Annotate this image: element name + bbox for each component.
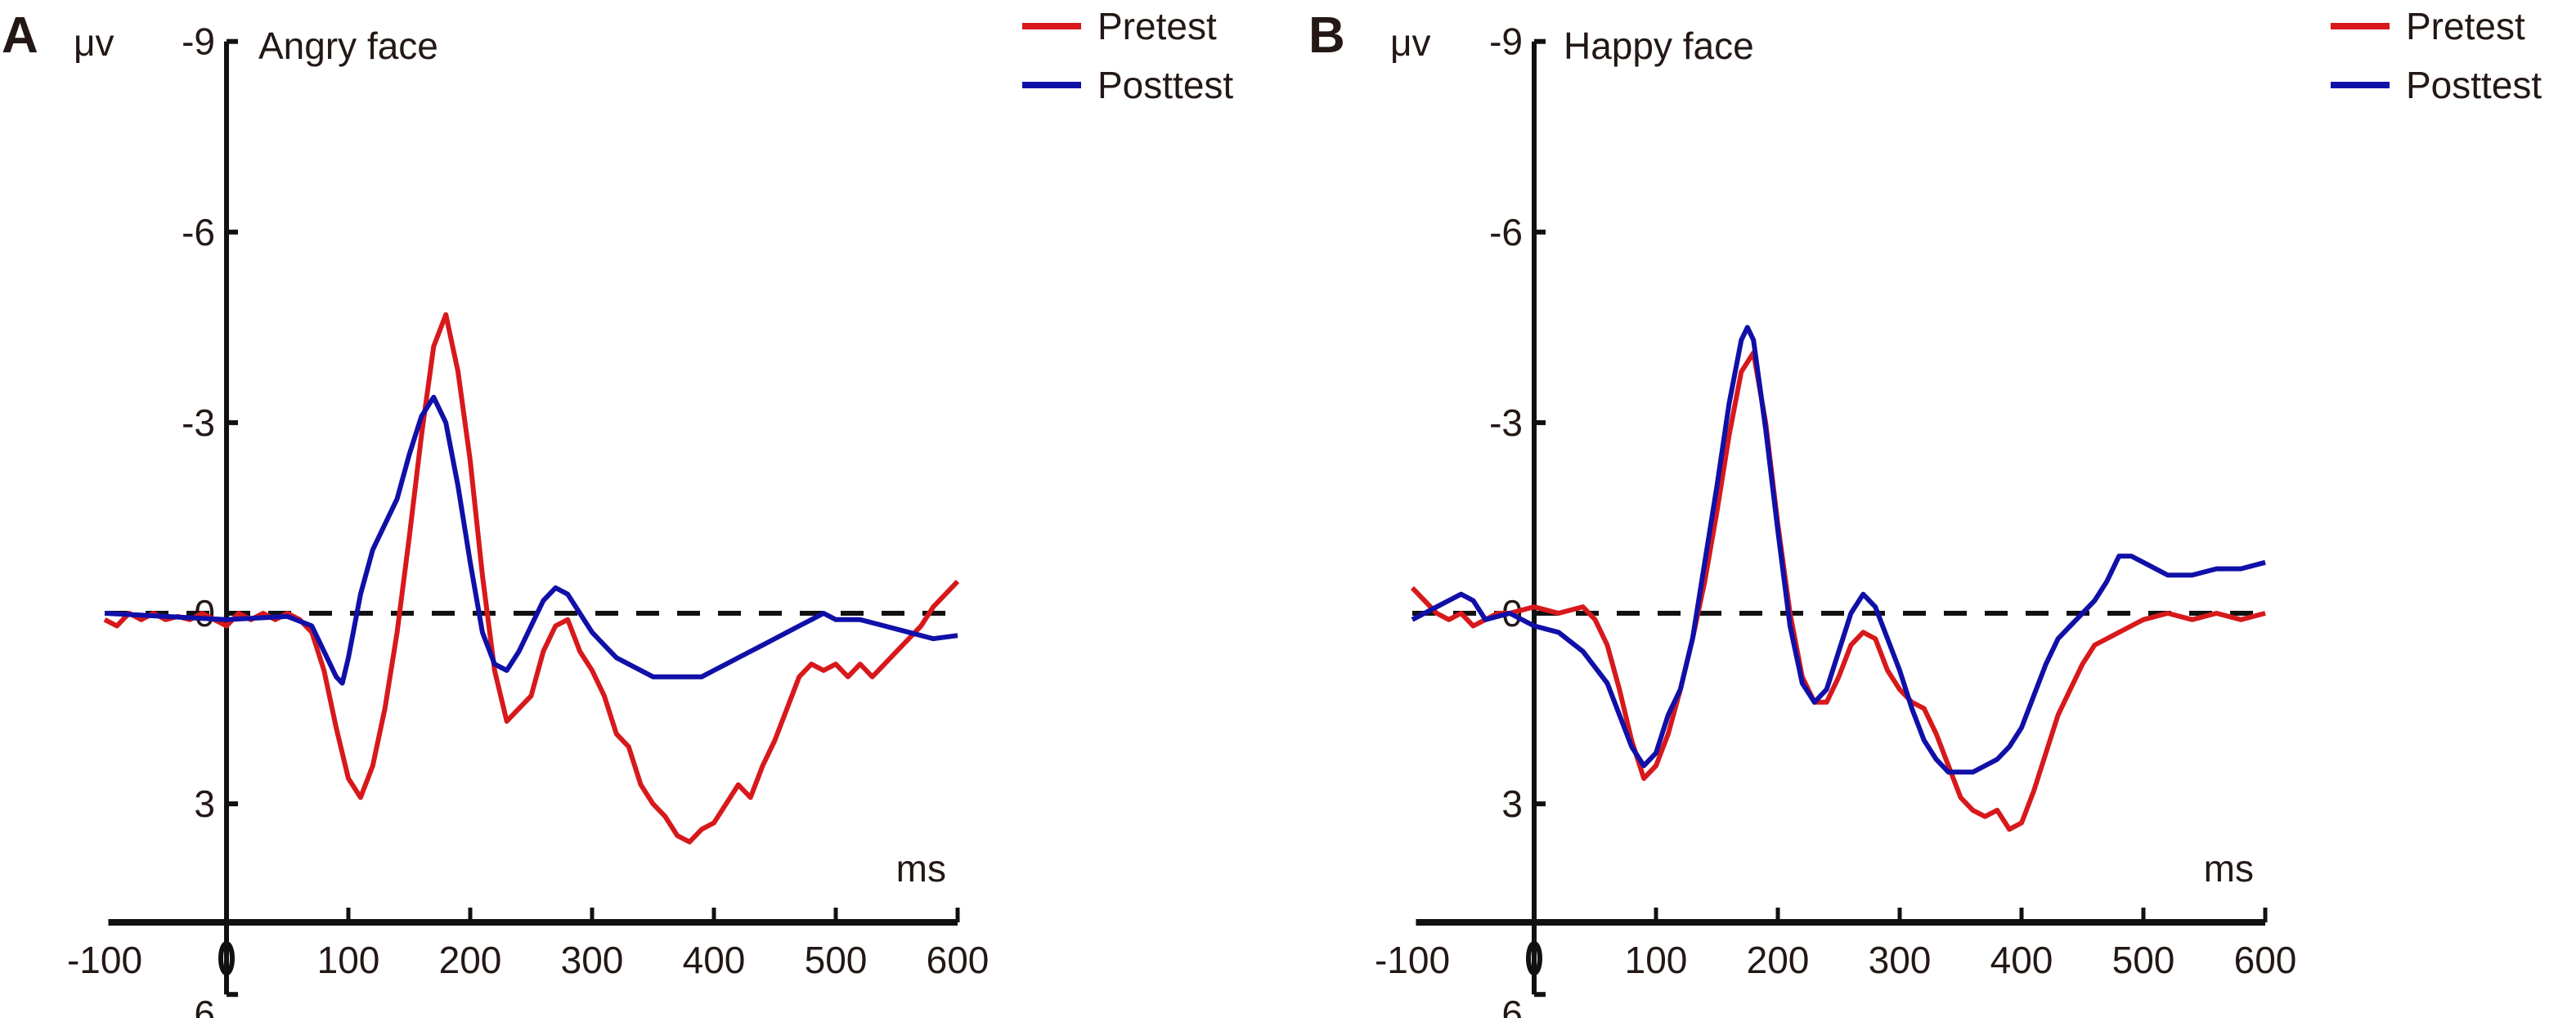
series-line-posttest [104, 394, 958, 686]
legend-label-pretest: Pretest [1097, 5, 1217, 47]
series-line-posttest [1411, 325, 2266, 775]
y-tick-label: -6 [182, 211, 215, 253]
y-tick-label: -6 [1489, 211, 1523, 253]
legend-label-posttest: Posttest [1097, 64, 1233, 106]
x-tick-label: -100 [67, 939, 142, 981]
chart-title: Happy face [1564, 25, 1754, 67]
x-tick-label: 300 [561, 939, 624, 981]
series-line-pretest [103, 312, 960, 845]
y-tick-label: 6 [194, 993, 215, 1018]
x-axis-label: ms [896, 847, 946, 890]
y-tick-label: -3 [182, 401, 215, 444]
y-axis-label: μv [1390, 21, 1431, 64]
x-tick-label-zero [1526, 941, 1542, 975]
x-tick-label: 500 [2112, 939, 2175, 981]
x-tick-label: -100 [1375, 939, 1450, 981]
x-tick-label: 600 [2234, 939, 2297, 981]
y-tick-label: 3 [1501, 783, 1523, 825]
x-tick-label: 200 [439, 939, 502, 981]
y-tick-label: 3 [194, 783, 215, 825]
x-tick-label: 400 [1990, 939, 2053, 981]
x-axis-label: ms [2204, 847, 2254, 890]
legend-label-posttest: Posttest [2406, 64, 2542, 106]
legend-label-pretest: Pretest [2406, 5, 2525, 47]
x-tick-label: 500 [805, 939, 868, 981]
x-tick-label: 300 [1869, 939, 1932, 981]
panel-letter: B [1308, 7, 1345, 64]
x-tick-label: 100 [317, 939, 380, 981]
y-tick-label: -9 [1489, 20, 1523, 63]
x-tick-label-zero [218, 941, 235, 975]
y-tick-label: -3 [1489, 401, 1523, 444]
x-tick-label: 400 [683, 939, 746, 981]
y-tick-label: 6 [1501, 993, 1523, 1018]
x-tick-label: 200 [1747, 939, 1810, 981]
x-tick-label: 100 [1625, 939, 1688, 981]
panel-letter: A [2, 7, 38, 64]
y-axis-label: μv [74, 21, 114, 64]
y-tick-label: -9 [182, 20, 215, 63]
series-line-pretest [1410, 350, 2266, 832]
chart-title: Angry face [258, 25, 438, 67]
x-tick-label: 600 [927, 939, 990, 981]
